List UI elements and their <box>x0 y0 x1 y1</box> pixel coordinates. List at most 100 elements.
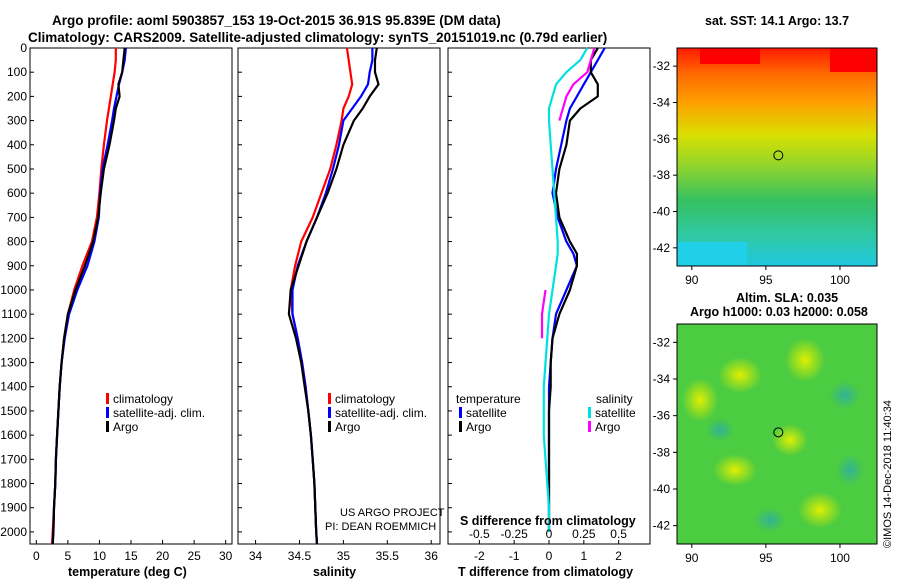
sst-map-red-patch-right <box>830 48 877 72</box>
legend-salinity: climatology satellite-adj. clim. Argo <box>328 392 427 434</box>
legend-diff-t-argo-label: Argo <box>466 420 492 434</box>
legend-sal-satellite-swatch <box>328 407 331 418</box>
x-tick-label: 35.5 <box>376 549 400 563</box>
sla-teal-blob <box>754 508 786 532</box>
depth-tick-label: 1500 <box>0 404 27 418</box>
temperature-lines <box>51 47 127 545</box>
legend-diff-t-satellite-swatch <box>459 407 462 418</box>
map-y-tick-label: -36 <box>653 409 671 423</box>
depth-tick-label: 700 <box>7 210 27 224</box>
credit-line2: PI: DEAN ROEMMICH <box>325 521 436 533</box>
depth-tick-label: 1600 <box>0 428 27 442</box>
map-x-tick-label: 90 <box>685 551 699 565</box>
legend-diff: temperature salinity satellite Argo sate… <box>456 392 636 434</box>
map-x-tick-label: 100 <box>830 551 850 565</box>
x-tick-label: 34 <box>249 549 263 563</box>
salinity-lines <box>287 47 380 545</box>
depth-tick-label: 1000 <box>0 283 27 297</box>
sla-yellow-blob <box>772 424 808 456</box>
sla-yellow-blob <box>713 454 757 486</box>
depth-tick-label: 900 <box>7 259 27 273</box>
legend-sal-climatology-label: climatology <box>335 392 395 406</box>
sst-map-frame <box>676 47 878 267</box>
depth-tick-label: 100 <box>7 65 27 79</box>
salinity-plot-frame <box>237 47 441 545</box>
depth-tick-label: 1100 <box>1 307 27 321</box>
title-line1: Argo profile: aoml 5903857_153 19-Oct-20… <box>52 13 501 28</box>
map-y-tick-label: -34 <box>653 96 671 110</box>
difference-panel: -2 -1 0 1 2 -0.5 -0.25 0 0.25 0.5 S difference f… <box>447 47 651 579</box>
map-x-tick-label: 90 <box>685 273 699 287</box>
temperature-x-ticks: 0 5 10 15 20 25 30 <box>33 540 233 563</box>
sst-map-title: sat. SST: 14.1 Argo: 13.7 <box>705 14 849 28</box>
series-line-t-satellite <box>547 47 606 532</box>
depth-tick-label: 300 <box>7 114 27 128</box>
sla-map-panel: Altim. SLA: 0.035 Argo h1000: 0.03 h2000… <box>653 291 878 565</box>
salinity-xlabel: salinity <box>313 565 356 579</box>
map-y-tick-label: -36 <box>653 132 671 146</box>
map-y-tick-label: -42 <box>653 241 671 255</box>
series-line-argo <box>287 47 380 545</box>
x-tick-label: 30 <box>219 549 233 563</box>
s-tick-label: 0.25 <box>572 527 596 541</box>
legend-climatology-label: climatology <box>113 392 173 406</box>
legend-sal-argo-label: Argo <box>335 420 361 434</box>
sla-map-subtitle: Argo h1000: 0.03 h2000: 0.058 <box>690 305 868 319</box>
salinity-panel: 34 34.5 35 35.5 36 salinity climatology sate… <box>237 47 445 579</box>
legend-diff-s-satellite-label: satellite <box>595 406 636 420</box>
legend-diff-s-satellite-swatch <box>588 407 591 418</box>
x-tick-label: 2 <box>615 549 622 563</box>
legend-diff-t-satellite-label: satellite <box>466 406 507 420</box>
legend-argo-swatch <box>106 421 109 432</box>
series-line-s-argo <box>540 289 547 339</box>
map-y-tick-label: -32 <box>653 335 671 349</box>
depth-tick-label: 500 <box>7 162 27 176</box>
map-y-tick-label: -38 <box>653 168 671 182</box>
map-x-tick-label: 95 <box>759 551 773 565</box>
legend-diff-salinity: salinity <box>596 392 633 406</box>
sla-teal-blob <box>836 454 864 486</box>
sla-teal-blob <box>706 418 734 442</box>
s-tick-label: 0 <box>546 527 553 541</box>
depth-tick-label: 1300 <box>0 356 27 370</box>
difference-xlabel: T difference from climatology <box>458 565 633 579</box>
series-line-s-satellite <box>542 47 589 532</box>
map-y-tick-label: -40 <box>653 205 671 219</box>
sla-yellow-blob <box>798 492 842 528</box>
map-x-tick-label: 100 <box>830 273 850 287</box>
difference-s-label: S difference from climatology <box>460 514 636 528</box>
x-tick-label: 15 <box>124 549 138 563</box>
depth-tick-label: 0 <box>20 41 27 55</box>
x-tick-label: 0 <box>546 549 553 563</box>
s-tick-label: 0.5 <box>610 527 627 541</box>
difference-s-ticks: -0.5 -0.25 0 0.25 0.5 <box>469 527 627 541</box>
sst-map-red-patch <box>700 48 760 64</box>
series-line-t-argo <box>547 47 599 532</box>
depth-tick-label: 600 <box>7 186 27 200</box>
sst-map-cyan-patch <box>677 242 747 266</box>
title-line2: Climatology: CARS2009. Satellite-adjuste… <box>28 30 607 45</box>
depth-tick-label: 400 <box>7 138 27 152</box>
map-x-tick-label: 95 <box>759 273 773 287</box>
sst-profile-marker <box>773 150 784 161</box>
x-tick-label: -2 <box>474 549 485 563</box>
s-tick-label: -0.5 <box>469 527 490 541</box>
difference-lines <box>540 47 606 532</box>
legend-diff-temperature: temperature <box>456 392 521 406</box>
map-y-tick-label: -34 <box>653 372 671 386</box>
x-tick-label: 20 <box>156 549 170 563</box>
x-tick-label: 35 <box>337 549 351 563</box>
x-tick-label: 34.5 <box>288 549 312 563</box>
series-line-satellite <box>51 47 127 545</box>
legend-sal-satellite-label: satellite-adj. clim. <box>335 406 427 420</box>
sst-map-panel: sat. SST: 14.1 Argo: 13.7 -32 -34 -36 -38 -4… <box>653 14 878 287</box>
x-tick-label: 25 <box>187 549 201 563</box>
legend-climatology-swatch <box>106 393 109 404</box>
salinity-x-ticks: 34 34.5 35 35.5 36 <box>249 540 438 563</box>
sst-map-image <box>677 48 877 266</box>
sla-yellow-blob <box>682 378 718 422</box>
depth-tick-label: 1900 <box>0 501 27 515</box>
legend-satellite-swatch <box>106 407 109 418</box>
sla-teal-blob <box>829 381 861 409</box>
